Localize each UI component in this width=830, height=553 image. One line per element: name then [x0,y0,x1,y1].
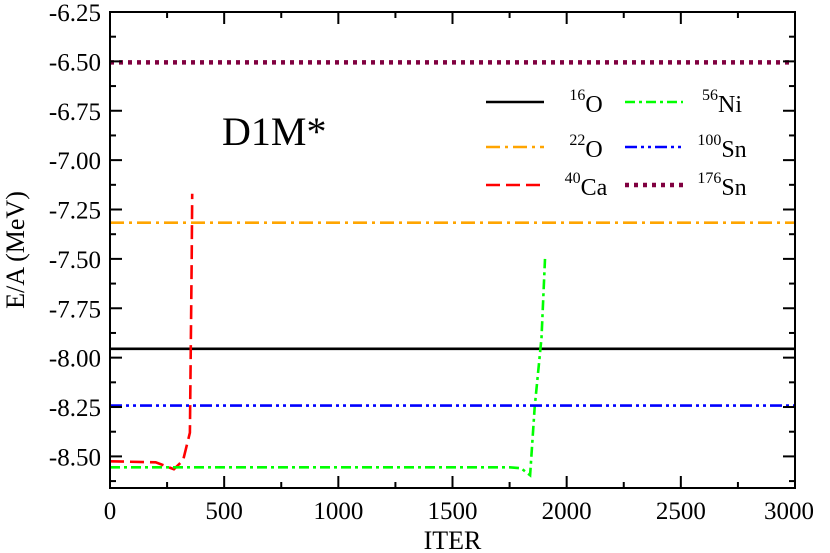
legend-element-symbol: Ca [581,175,608,201]
y-axis-title: E/A (MeV) [1,191,30,309]
x-axis-title: ITER [424,526,482,553]
legend-element-symbol: Ni [718,92,742,118]
x-tick-label: 1500 [428,498,478,525]
y-tick-label: -7.50 [49,247,101,274]
legend-item-ni56: 56Ni [625,87,742,118]
x-tick-label: 2500 [656,498,706,525]
legend-item-o16: 16O [486,87,603,118]
y-tick-label: -7.25 [49,198,101,225]
legend-item-o22: 22O [486,132,603,163]
series-layer [109,60,795,478]
y-tick-label: -6.50 [49,49,101,76]
legend-element-symbol: O [585,92,602,118]
legend-label-ni56: 56Ni [702,87,742,118]
legend-mass-number: 100 [697,132,721,149]
chart-annotation: D1M* [222,109,326,154]
legend-label-o22: 22O [569,132,602,163]
legend-mass-number: 22 [569,132,585,149]
x-tick-label: 0 [104,498,117,525]
x-tick-label: 2000 [542,498,592,525]
plot-frame [109,11,796,489]
legend-mass-number: 16 [569,87,585,104]
series-line-ca40 [109,193,194,471]
legend-element-symbol: Sn [721,175,746,201]
legend-item-sn100: 100Sn [625,132,747,163]
legend-label-sn176: 176Sn [697,170,746,201]
y-tick-label: -7.75 [49,296,101,323]
legend-item-sn176: 176Sn [625,170,747,201]
x-tick-label: 3000 [764,498,814,525]
y-tick-label: -8.50 [49,444,101,471]
y-tick-label: -8.25 [49,395,101,422]
legend-element-symbol: O [585,137,602,163]
series-line-ni56 [110,258,547,478]
x-tick-label: 500 [205,498,243,525]
legend-label-sn100: 100Sn [697,132,746,163]
legend-mass-number: 40 [565,170,581,187]
y-tick-label: -6.25 [49,0,101,27]
legend-label-o16: 16O [569,87,602,118]
x-tick-label: 1000 [313,498,363,525]
legend-label-ca40: 40Ca [565,170,608,201]
ticks-layer: 0 500 1000 1500 2000 2500 3000 -6.25 -6.50 -6.75 -… [49,0,814,525]
legend-item-ca40: 40Ca [486,170,608,201]
legend-mass-number: 56 [702,87,718,104]
legend-mass-number: 176 [697,170,721,187]
legend-element-symbol: Sn [721,137,746,163]
y-tick-label: -6.75 [49,99,101,126]
y-tick-label: -7.00 [49,148,101,175]
y-tick-label: -8.00 [49,346,101,373]
